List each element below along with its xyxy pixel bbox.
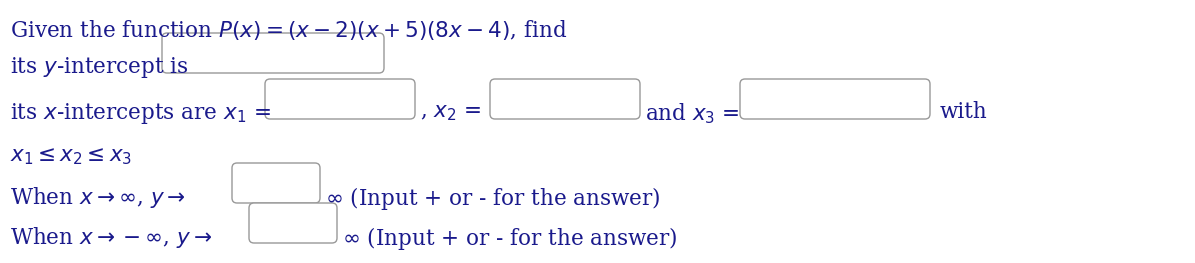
FancyBboxPatch shape (232, 163, 320, 203)
Text: and $x_3$ =: and $x_3$ = (645, 101, 740, 126)
Text: its $x$-intercepts are $x_1$ =: its $x$-intercepts are $x_1$ = (10, 101, 271, 126)
Text: When $x \rightarrow -\infty$, $y \rightarrow$: When $x \rightarrow -\infty$, $y \righta… (10, 225, 213, 250)
Text: , $x_2$ =: , $x_2$ = (419, 101, 482, 123)
FancyBboxPatch shape (740, 79, 930, 119)
Text: $\infty$ (Input + or - for the answer): $\infty$ (Input + or - for the answer) (325, 185, 661, 212)
FancyBboxPatch shape (163, 33, 384, 73)
Text: $\infty$ (Input + or - for the answer): $\infty$ (Input + or - for the answer) (342, 225, 678, 252)
FancyBboxPatch shape (249, 203, 337, 243)
Text: Given the function $P(x) = (x - 2)(x + 5)(8x - 4)$, find: Given the function $P(x) = (x - 2)(x + 5… (10, 18, 568, 42)
Text: When $x \rightarrow \infty$, $y \rightarrow$: When $x \rightarrow \infty$, $y \rightar… (10, 185, 186, 210)
Text: its $y$-intercept is: its $y$-intercept is (10, 55, 189, 80)
FancyBboxPatch shape (265, 79, 415, 119)
FancyBboxPatch shape (490, 79, 641, 119)
Text: with: with (940, 101, 988, 123)
Text: $x_1 \leq x_2 \leq x_3$: $x_1 \leq x_2 \leq x_3$ (10, 145, 133, 167)
